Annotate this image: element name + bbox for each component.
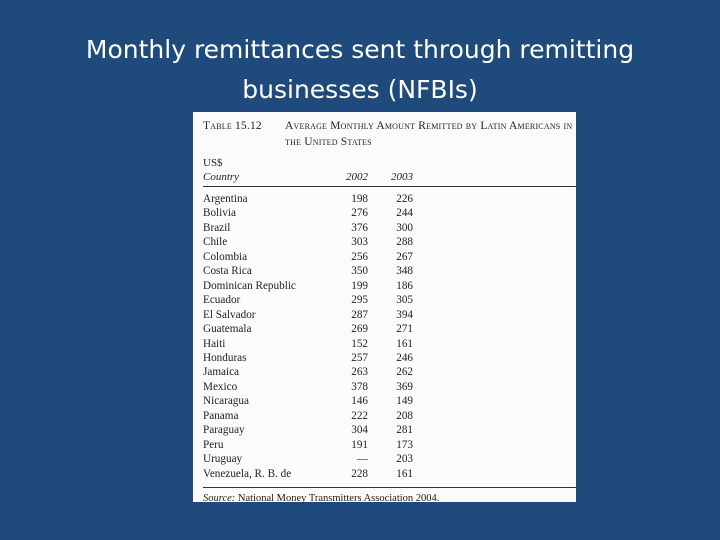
cell-2002: 228 [351, 467, 368, 480]
cell-2003: 271 [396, 323, 413, 336]
cell-2003: 281 [396, 424, 413, 437]
cell-country: El Salvador [203, 308, 256, 321]
cell-country: Haiti [203, 337, 226, 350]
cell-2002: 303 [351, 236, 368, 249]
cell-2003: 305 [396, 294, 413, 307]
cell-2003: 161 [396, 467, 413, 480]
table-row: Venezuela, R. B. de 228 161 [203, 467, 576, 481]
cell-2002: — [356, 453, 368, 466]
table-row: Peru 191 173 [203, 438, 576, 452]
cell-country: Costa Rica [203, 265, 252, 278]
cell-country: Honduras [203, 351, 247, 364]
cell-2003: 203 [396, 453, 413, 466]
cell-2002: 198 [351, 193, 368, 205]
cell-country: Jamaica [203, 366, 240, 379]
cell-2002: 222 [351, 409, 368, 422]
cell-country: Argentina [203, 193, 248, 205]
cell-2003: 262 [396, 366, 413, 379]
cell-country: Ecuador [203, 294, 241, 307]
cell-2002: 378 [351, 380, 368, 393]
cell-2002: 263 [351, 366, 368, 379]
table-row: Nicaragua 146 149 [203, 394, 576, 408]
table-label: Table 15.12 [203, 120, 262, 132]
table-row: Dominican Republic 199 186 [203, 279, 576, 293]
cell-country: Nicaragua [203, 395, 249, 408]
table-row: Colombia 256 267 [203, 250, 576, 264]
table-row: Costa Rica 350 348 [203, 264, 576, 278]
header-2003: 2003 [391, 171, 413, 183]
cell-country: Dominican Republic [203, 279, 296, 292]
table-row: Paraguay 304 281 [203, 423, 576, 437]
cell-2003: 226 [396, 193, 413, 205]
cell-country: Chile [203, 236, 228, 249]
slide-title-line-2: businesses (NFBIs) [242, 75, 478, 104]
cell-2002: 146 [351, 395, 368, 408]
cell-2002: 376 [351, 221, 368, 234]
cell-country: Paraguay [203, 424, 245, 437]
cell-2002: 276 [351, 207, 368, 220]
cell-2003: 244 [396, 207, 413, 220]
cell-2002: 295 [351, 294, 368, 307]
table-row: Ecuador 295 305 [203, 293, 576, 307]
table-row: Panama 222 208 [203, 409, 576, 423]
cell-2002: 257 [351, 351, 368, 364]
cell-2003: 246 [396, 351, 413, 364]
cell-country: Mexico [203, 380, 238, 393]
table-caption-text: Average Monthly Amount Remitted by Latin… [285, 120, 573, 148]
cell-2002: 191 [351, 438, 368, 451]
table-unit: US$ [203, 157, 223, 169]
cell-country: Venezuela, R. B. de [203, 467, 292, 480]
table-source: Source: National Money Transmitters Asso… [203, 492, 576, 505]
cell-2003: 369 [396, 380, 413, 393]
table-row: Guatemala 269 271 [203, 322, 576, 336]
cell-2003: 300 [396, 221, 413, 234]
cell-2003: 208 [396, 409, 413, 422]
cell-2003: 288 [396, 236, 413, 249]
table-row: Uruguay — 203 [203, 452, 576, 466]
cell-2003: 186 [396, 279, 413, 292]
table-row: Jamaica 263 262 [203, 365, 576, 379]
table-row: Brazil 376 300 [203, 221, 576, 235]
cell-2002: 287 [351, 308, 368, 321]
cell-country: Colombia [203, 250, 248, 263]
cell-2003: 267 [396, 250, 413, 263]
cell-2003: 394 [396, 308, 413, 321]
cell-2002: 304 [351, 424, 368, 437]
table-row: Argentina 198 226 [203, 192, 576, 206]
table-body: Argentina 198 226 Bolivia 276 244 Brazil 376 300… [203, 192, 576, 481]
cell-2002: 256 [351, 250, 368, 263]
table-row: Mexico 378 369 [203, 380, 576, 394]
cell-2003: 348 [396, 265, 413, 278]
cell-country: Bolivia [203, 207, 236, 220]
table-row: Honduras 257 246 [203, 351, 576, 365]
table-caption: Table 15.12 Average Monthly Amount Remit… [203, 118, 576, 150]
table-row: El Salvador 287 394 [203, 308, 576, 322]
cell-country: Panama [203, 409, 239, 422]
cell-2003: 149 [396, 395, 413, 408]
cell-country: Guatemala [203, 323, 252, 336]
cell-2002: 152 [351, 337, 368, 350]
cell-2002: 350 [351, 265, 368, 278]
cell-country: Peru [203, 438, 224, 451]
table-row: Bolivia 276 244 [203, 206, 576, 220]
cell-country: Brazil [203, 221, 231, 234]
cell-country: Uruguay [203, 453, 243, 466]
source-text: National Money Transmitters Association … [237, 493, 440, 505]
slide-title-line-1: Monthly remittances sent through remitti… [85, 35, 635, 64]
slide-title: Monthly remittances sent through remitti… [0, 30, 720, 110]
table-header-row: Country 2002 2003 [203, 170, 576, 187]
source-label: Source: [203, 493, 236, 505]
remittance-table: Table 15.12 Average Monthly Amount Remit… [193, 112, 576, 505]
cell-2002: 199 [351, 279, 368, 292]
cell-2003: 173 [396, 438, 413, 451]
table-row: Chile 303 288 [203, 235, 576, 249]
table-bottom-rule [203, 487, 576, 489]
cell-2002: 269 [351, 323, 368, 336]
header-country: Country [203, 171, 240, 183]
table-row: Haiti 152 161 [203, 337, 576, 351]
cell-2003: 161 [396, 337, 413, 350]
header-2002: 2002 [346, 171, 368, 183]
